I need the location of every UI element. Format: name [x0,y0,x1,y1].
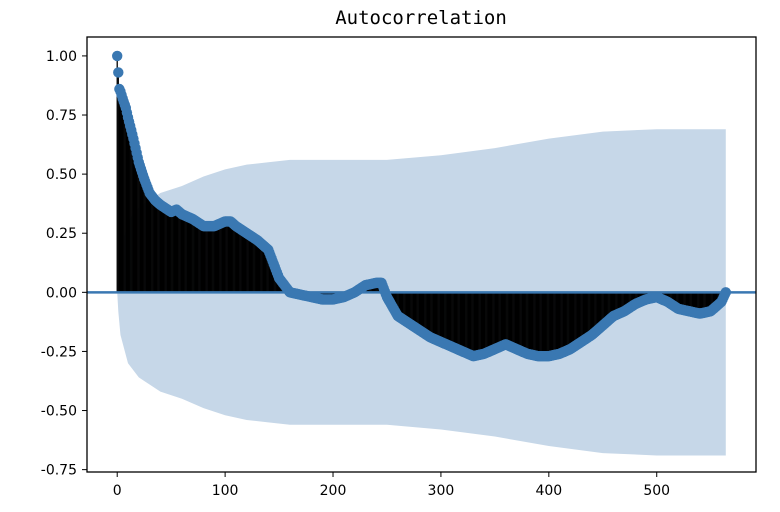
x-tick-label: 300 [428,483,455,499]
x-tick-label: 100 [212,483,239,499]
y-tick-label: 0.75 [46,108,77,124]
y-tick-label: 0.50 [46,167,77,183]
markers [112,50,731,362]
acf-point [112,50,123,62]
x-tick-label: 200 [320,483,347,499]
y-tick-label: -0.25 [41,344,77,360]
y-tick-label: 1.00 [46,49,77,65]
acf-point [113,67,124,78]
x-tick-label: 0 [113,483,122,499]
x-tick-label: 500 [643,483,670,499]
axes: 0 100 200 300 400 500 1.00 0.75 0.50 0.25 0.00 -0.2… [41,36,757,499]
y-tick-label: 0.25 [46,226,77,242]
y-tick-label: -0.75 [41,463,77,479]
y-tick-label: -0.50 [41,404,77,420]
chart-title: Autocorrelation [335,7,507,29]
stems [116,55,726,357]
plot-area [87,50,756,456]
y-tick-label: 0.00 [46,285,77,301]
x-tick-label: 400 [535,483,562,499]
axes-frame [86,36,757,473]
